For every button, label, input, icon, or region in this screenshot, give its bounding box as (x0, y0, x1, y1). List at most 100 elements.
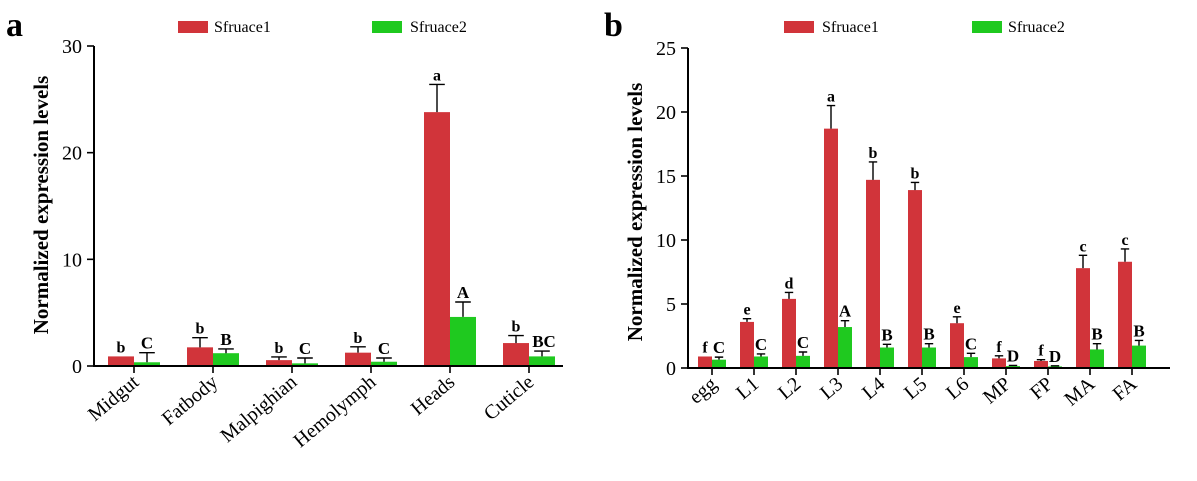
significance-label-a-0-0: b (117, 339, 126, 356)
significance-label-b-1-10: B (1133, 321, 1144, 340)
axes-a (93, 46, 563, 367)
error-bar-b-0-8 (1036, 358, 1046, 361)
y-tick-label-b-0: 0 (666, 358, 676, 380)
bar-b-0-10 (1118, 261, 1132, 368)
error-bar-b-0-10 (1120, 248, 1130, 262)
significance-label-b-1-1: C (755, 335, 767, 354)
error-bar-b-0-4 (868, 161, 878, 180)
panel-a-letter: a (6, 7, 23, 44)
bar-b-0-7 (992, 358, 1006, 368)
significance-label-b-0-0: f (702, 339, 708, 356)
x-tick-label-b-10: FA (1109, 373, 1142, 406)
significance-label-b-0-6: e (953, 300, 960, 317)
x-tick-label-b-5: L5 (900, 373, 931, 404)
x-tick-label-a-2: Malpighian (216, 371, 301, 447)
significance-label-a-1-4: A (457, 283, 470, 302)
significance-label-b-0-1: e (743, 302, 750, 319)
significance-label-a-1-5: BC (532, 332, 556, 351)
significance-label-b-0-8: f (1038, 343, 1044, 360)
significance-label-a-1-0: C (141, 334, 153, 353)
bar-b-0-5 (908, 190, 922, 368)
error-bar-b-1-2 (798, 351, 808, 356)
x-tick-label-b-2: L2 (774, 373, 805, 404)
x-tick-label-a-4: Heads (407, 371, 460, 420)
error-bar-a-0-5 (508, 334, 524, 344)
legend-label-a-0: Sfruace1 (214, 19, 271, 36)
y-axis-label-a: Normalized expression levels (29, 76, 53, 335)
bar-b-1-1 (754, 356, 768, 368)
bar-b-1-3 (838, 327, 852, 368)
significance-label-b-0-10: c (1121, 232, 1128, 249)
axes-b (687, 48, 1170, 369)
significance-label-b-1-8: D (1049, 347, 1061, 366)
error-bar-b-1-0 (714, 356, 724, 360)
y-ticks-a: 0 10 20 30 (62, 36, 94, 378)
error-bar-a-1-4 (455, 301, 471, 317)
significance-label-b-1-6: C (965, 334, 977, 353)
bar-a-1-5 (529, 356, 555, 366)
error-bar-b-0-5 (910, 181, 920, 191)
legend-swatch-b-1 (972, 21, 1002, 33)
significance-label-b-1-0: C (713, 338, 725, 357)
error-bar-b-0-7 (994, 355, 1004, 359)
significance-label-a-0-2: b (275, 340, 284, 357)
y-tick-label-b-4: 20 (656, 102, 676, 124)
error-bar-b-1-10 (1134, 339, 1144, 346)
legend-b: Sfruace1 Sfruace2 (784, 19, 1065, 36)
bar-a-0-2 (266, 360, 292, 366)
error-bar-a-0-3 (350, 346, 366, 353)
error-bar-b-0-9 (1078, 254, 1088, 269)
bar-b-1-0 (712, 359, 726, 368)
y-tick-label-a-1: 10 (62, 249, 82, 271)
significance-label-b-0-4: b (869, 145, 878, 162)
bar-a-1-2 (292, 363, 318, 366)
significance-label-a-1-3: C (378, 339, 390, 358)
error-bar-b-1-1 (756, 353, 766, 357)
bar-b-0-6 (950, 323, 964, 368)
significance-label-b-1-9: B (1091, 325, 1102, 344)
significance-label-b-0-7: f (996, 339, 1002, 356)
error-bar-b-0-6 (952, 316, 962, 324)
bar-a-0-3 (345, 352, 371, 366)
x-tick-labels-b: egg L1 L2 L3 L4 L5 L6 MP FP MA FA (685, 368, 1142, 411)
bar-a-0-4 (424, 112, 450, 366)
error-bar-b-1-3 (840, 319, 850, 328)
y-axis-label-b: Normalized expression levels (623, 83, 647, 342)
panel-b-letter: b (604, 7, 623, 44)
error-bar-b-1-9 (1092, 342, 1102, 350)
y-tick-label-a-3: 30 (62, 36, 82, 58)
legend-label-b-0: Sfruace1 (822, 19, 879, 36)
y-tick-label-b-3: 15 (656, 166, 676, 188)
x-tick-label-b-9: MA (1060, 373, 1099, 411)
error-bar-b-0-3 (826, 104, 836, 129)
x-tick-label-b-0: egg (685, 373, 721, 408)
error-bar-b-0-2 (784, 291, 794, 299)
error-bar-a-1-0 (139, 351, 155, 363)
significance-label-b-1-7: D (1007, 346, 1019, 365)
bar-b-0-9 (1076, 268, 1090, 368)
y-ticks-b: 0 5 10 15 20 25 (656, 38, 688, 380)
significance-label-a-1-2: C (299, 339, 311, 358)
error-bar-b-1-6 (966, 352, 976, 358)
legend-label-a-1: Sfruace2 (410, 19, 467, 36)
bar-a-1-1 (213, 353, 239, 366)
significance-label-a-1-1: B (220, 330, 231, 349)
significance-label-b-1-2: C (797, 333, 809, 352)
bar-b-0-3 (824, 128, 838, 368)
y-tick-label-b-2: 10 (656, 230, 676, 252)
bar-a-1-3 (371, 361, 397, 366)
error-bar-a-1-2 (297, 357, 313, 364)
bar-a-1-4 (450, 316, 476, 366)
legend-swatch-a-0 (178, 21, 208, 33)
significance-label-a-0-3: b (354, 330, 363, 347)
legend-swatch-a-1 (372, 21, 402, 33)
significance-label-b-1-5: B (923, 325, 934, 344)
bar-a-0-5 (503, 343, 529, 366)
x-tick-label-b-4: L4 (858, 373, 889, 404)
x-tick-label-b-8: FP (1026, 373, 1057, 404)
y-tick-label-a-2: 20 (62, 143, 82, 165)
significance-label-a-0-4: a (433, 67, 441, 84)
error-bar-b-1-5 (924, 342, 934, 348)
